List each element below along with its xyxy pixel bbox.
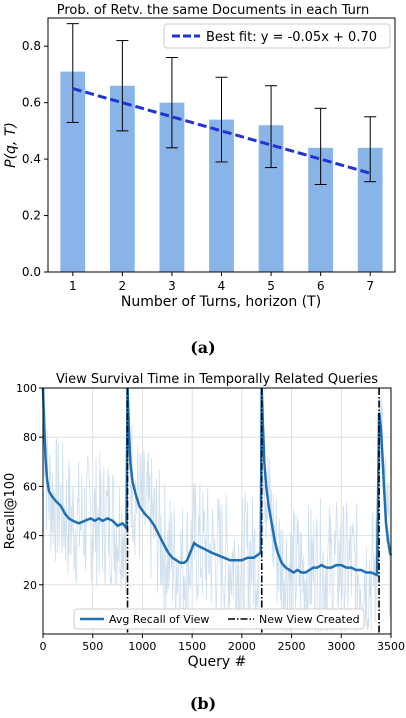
x-tick-label-b: 2500 <box>278 640 306 653</box>
avg-recall-line <box>41 387 393 577</box>
y-tick-label-a: 0.0 <box>22 265 41 279</box>
legend-a-box <box>163 23 391 49</box>
x-tick-label-a: 3 <box>168 279 176 293</box>
chart-a: Prob. of Retv. the same Documents in eac… <box>3 3 396 310</box>
x-tick-label-a: 6 <box>317 279 325 293</box>
caption-a: (a) <box>190 338 216 357</box>
x-tick-label-b: 1000 <box>128 640 156 653</box>
x-tick-label-b: 1500 <box>178 640 206 653</box>
y-tick-label-b: 20 <box>23 579 37 592</box>
chart-a-ylabel: P(q, T) <box>3 122 19 168</box>
x-tick-label-b: 2000 <box>228 640 256 653</box>
plot-frame-b <box>42 387 392 635</box>
y-tick-label-a: 0.2 <box>22 209 41 223</box>
legend-b-box <box>73 608 365 630</box>
x-tick-label-a: 1 <box>69 279 77 293</box>
chart-b: View Survival Time in Temporally Related… <box>3 372 405 670</box>
caption-b: (b) <box>189 694 217 713</box>
x-tick-label-a: 7 <box>366 279 374 293</box>
chart-a-xlabel: Number of Turns, horizon (T) <box>121 294 321 310</box>
y-tick-label-a: 0.4 <box>22 152 41 166</box>
y-tick-label-b: 40 <box>23 530 37 543</box>
x-tick-label-a: 2 <box>119 279 127 293</box>
legend-b-recall-label: Avg Recall of View <box>109 613 209 626</box>
recall-noise-band <box>42 387 392 632</box>
legend-a: Best fit: y = -0.05x + 0.70 <box>163 23 391 49</box>
chart-a-title: Prob. of Retv. the same Documents in eac… <box>57 3 370 18</box>
chart-b-ylabel: Recall@100 <box>3 473 18 550</box>
x-tick-label-a: 5 <box>267 279 275 293</box>
y-tick-label-a: 0.8 <box>22 39 41 53</box>
x-tick-label-b: 3000 <box>327 640 355 653</box>
y-tick-label-b: 60 <box>23 480 37 493</box>
x-tick-label-a: 4 <box>218 279 226 293</box>
chart-b-title: View Survival Time in Temporally Related… <box>56 372 378 387</box>
x-tick-label-b: 0 <box>40 640 47 653</box>
legend-b: Avg Recall of View New View Created <box>73 608 365 630</box>
legend-a-fit-label: Best fit: y = -0.05x + 0.70 <box>206 30 377 45</box>
x-tick-label-b: 500 <box>82 640 103 653</box>
x-tick-label-b: 3500 <box>377 640 405 653</box>
y-tick-label-a: 0.6 <box>22 96 41 110</box>
legend-b-newview-label: New View Created <box>259 613 360 626</box>
y-tick-label-b: 100 <box>16 382 37 395</box>
y-tick-label-b: 80 <box>23 431 37 444</box>
chart-b-xlabel: Query # <box>188 654 247 670</box>
